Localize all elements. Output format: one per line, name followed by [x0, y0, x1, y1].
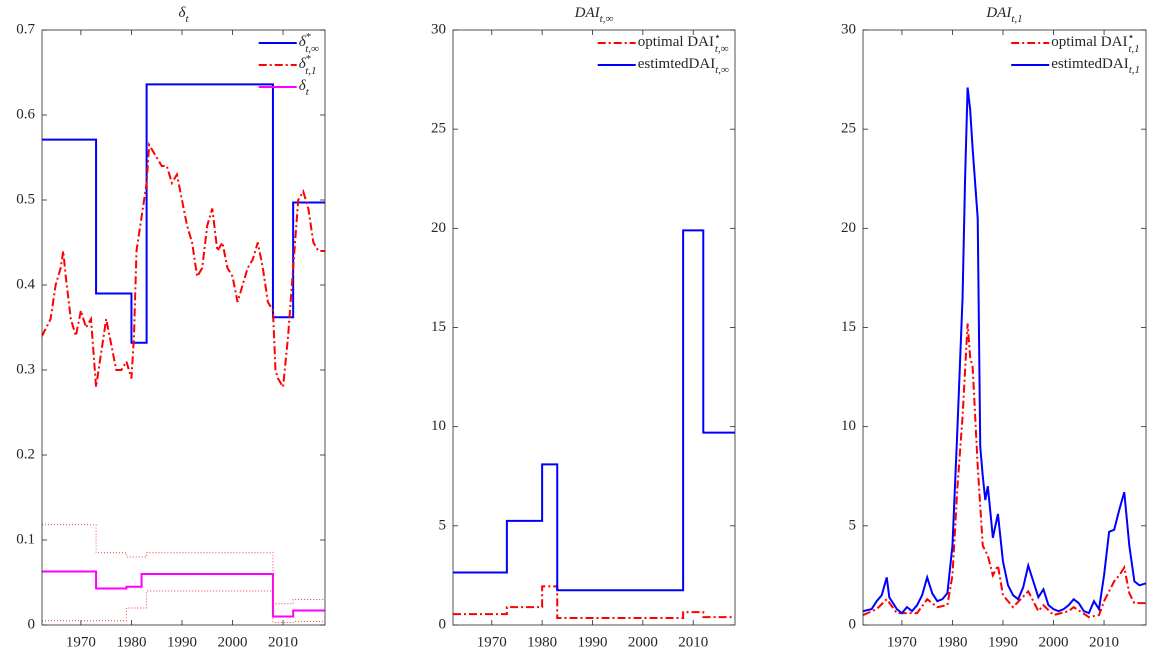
x-tick-label: 1970	[887, 634, 917, 650]
y-tick-label: 30	[841, 21, 856, 37]
text-sub: t,∞	[715, 64, 729, 76]
text-sup: ⋆	[714, 31, 721, 43]
legend-label: estimtedDAIt,1	[1051, 56, 1140, 75]
y-tick-label: 0.3	[16, 361, 35, 377]
text-sub: t,∞	[715, 43, 729, 55]
series-line	[453, 229, 735, 592]
axes-box	[41, 29, 326, 626]
y-tick-label: 0.6	[16, 106, 35, 122]
y-tick-label: 10	[841, 418, 856, 434]
x-tick-label: 2010	[268, 634, 298, 650]
x-tick-label: 1980	[937, 634, 967, 650]
text-base: estimtedDAI	[638, 56, 715, 72]
legend-label: optimal DAI⋆ t,∞	[638, 31, 729, 55]
y-tick-label: 0.7	[16, 21, 35, 37]
legend-label: optimal DAI⋆ t,1	[1051, 31, 1139, 55]
text-sub: t,∞	[600, 13, 614, 25]
y-tick-label: 15	[431, 319, 446, 335]
axes-box	[862, 29, 1147, 626]
axes-box	[452, 29, 736, 626]
x-tick-label: 1990	[167, 634, 197, 650]
series-line	[42, 141, 325, 391]
text-sub: t,1	[1011, 13, 1022, 25]
y-tick-label: 0.1	[16, 531, 35, 547]
series-line	[42, 83, 325, 344]
y-tick-label: 0	[28, 616, 36, 632]
series-line	[42, 590, 325, 623]
text-sub: t,1	[305, 65, 316, 77]
text-base: δ	[299, 78, 307, 94]
x-tick-label: 1980	[527, 634, 557, 650]
text-sub: t	[185, 13, 189, 25]
legend: optimal DAI⋆ t,∞estimtedDAIt,∞	[597, 31, 729, 76]
text-sub: t,∞	[305, 43, 319, 55]
legend: δ* t,∞δ* t,1δt	[258, 31, 319, 98]
text-base: δ	[178, 5, 186, 21]
panel-title: δt	[178, 5, 189, 24]
series-line	[42, 524, 325, 605]
text-sub: t,1	[1128, 43, 1139, 55]
y-tick-label: 0.4	[16, 276, 35, 292]
x-tick-label: 2010	[678, 634, 708, 650]
x-tick-label: 2000	[628, 634, 658, 650]
text-base: δ	[299, 34, 307, 50]
x-tick-label: 2010	[1089, 634, 1119, 650]
x-tick-label: 2000	[1039, 634, 1069, 650]
x-tick-label: 1990	[577, 634, 607, 650]
x-tick-label: 1970	[66, 634, 96, 650]
y-tick-label: 25	[841, 121, 856, 137]
y-tick-label: 0.5	[16, 191, 35, 207]
series-line	[863, 87, 1146, 615]
text-base: optimal DAI	[638, 34, 714, 50]
text-sup: *	[306, 31, 312, 43]
y-tick-label: 30	[431, 21, 446, 37]
legend-label: estimtedDAIt,∞	[638, 56, 729, 75]
y-tick-label: 5	[849, 517, 857, 533]
y-tick-label: 20	[841, 220, 856, 236]
y-tick-label: 25	[431, 121, 446, 137]
y-tick-label: 0.2	[16, 446, 35, 462]
y-tick-label: 5	[439, 517, 447, 533]
y-tick-label: 15	[841, 319, 856, 335]
panel-title: DAIt,∞	[574, 5, 614, 24]
text-base: DAI	[985, 5, 1012, 21]
series-line	[863, 323, 1146, 619]
text-sup: ⋆	[1127, 31, 1134, 43]
x-tick-label: 2000	[218, 634, 248, 650]
text-sup: *	[306, 53, 312, 65]
y-tick-label: 0	[439, 616, 447, 632]
panel-title: DAIt,1	[985, 5, 1022, 24]
y-tick-label: 20	[431, 220, 446, 236]
y-tick-label: 0	[849, 616, 857, 632]
text-sub: t,1	[1129, 64, 1140, 76]
x-tick-label: 1980	[116, 634, 146, 650]
x-tick-label: 1970	[477, 634, 507, 650]
y-tick-label: 10	[431, 418, 446, 434]
legend-label: δ* t,∞	[299, 31, 319, 55]
text-base: estimtedDAI	[1051, 56, 1128, 72]
text-base: DAI	[574, 5, 601, 21]
text-base: optimal DAI	[1051, 34, 1127, 50]
series-line	[42, 570, 325, 618]
legend-label: δ* t,1	[299, 53, 317, 77]
legend-label: δt	[299, 78, 310, 97]
text-base: δ	[299, 56, 307, 72]
text-sub: t	[306, 86, 310, 98]
series-line	[453, 585, 735, 620]
x-tick-label: 1990	[988, 634, 1018, 650]
